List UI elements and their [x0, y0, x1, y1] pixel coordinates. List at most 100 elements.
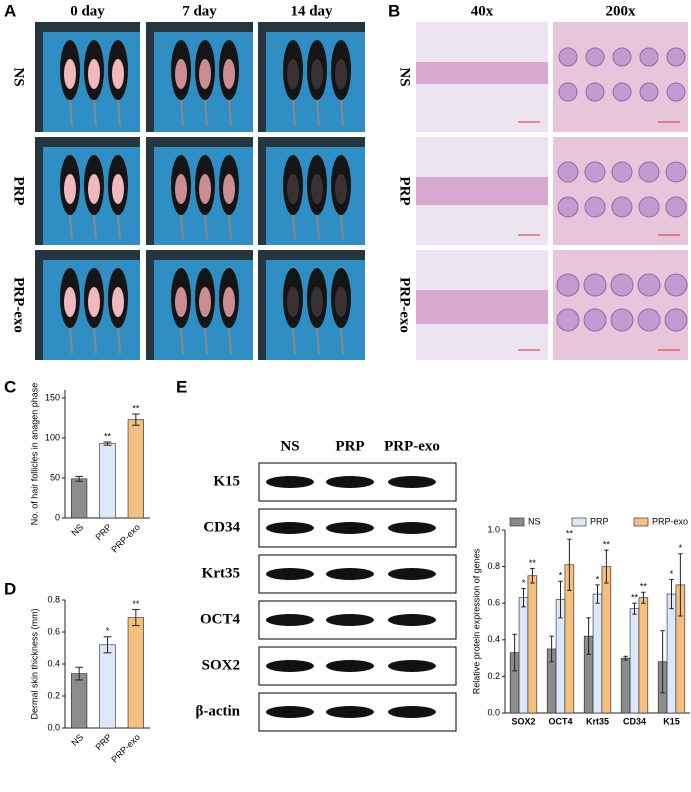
y-tick-label: 0.0: [47, 722, 60, 732]
row-label: NS: [11, 67, 27, 86]
significance: *: [559, 571, 563, 581]
significance: **: [631, 593, 639, 603]
micrograph: [553, 250, 688, 360]
mouse-skin: [112, 59, 124, 89]
row-label: PRP-exo: [11, 277, 27, 333]
mouse-skin: [64, 287, 76, 317]
mouse-tail: [292, 327, 296, 355]
column-header: 200x: [606, 3, 637, 19]
mouse-tail: [316, 214, 320, 240]
mouse-tail: [316, 327, 320, 355]
bar: [629, 608, 640, 714]
mouse-tail: [340, 214, 344, 240]
significance: *: [522, 578, 526, 588]
mouse-tail: [117, 214, 121, 240]
y-tick-label: 0.0: [487, 707, 500, 717]
follicle: [664, 308, 688, 332]
band: [388, 476, 436, 488]
band: [266, 522, 314, 534]
band: [388, 614, 436, 626]
follicle: [637, 273, 661, 297]
panel-label: E: [176, 377, 187, 396]
panel-label: B: [388, 1, 400, 20]
mouse-skin: [199, 174, 211, 204]
follicle: [612, 82, 632, 102]
band: [388, 522, 436, 534]
ruler: [146, 137, 253, 147]
x-tick-label: Krt35: [586, 716, 609, 726]
mouse-tail: [69, 327, 73, 355]
y-tick-label: 0.6: [487, 598, 500, 608]
mouse-skin: [335, 287, 347, 317]
y-tick-label: 1.0: [487, 524, 500, 534]
row-label: NS: [397, 67, 413, 86]
band: [266, 660, 314, 672]
ruler: [35, 137, 140, 147]
mouse-skin: [311, 174, 323, 204]
bar: [71, 478, 88, 519]
follicle: [638, 161, 660, 183]
significance: *: [596, 574, 600, 584]
mouse-skin: [199, 287, 211, 317]
mouse-tail: [204, 214, 208, 240]
bar: [99, 644, 116, 729]
row-label: PRP: [397, 176, 413, 205]
x-tick-label: NS: [69, 732, 85, 748]
significance: **: [132, 403, 140, 413]
y-tick-label: 0.4: [487, 634, 500, 644]
band: [326, 706, 374, 718]
mouse-tail: [180, 214, 184, 240]
band: [266, 476, 314, 488]
mouse-tail: [69, 99, 73, 127]
mouse-skin: [64, 174, 76, 204]
follicle: [666, 82, 686, 102]
y-tick-label: 0.8: [487, 561, 500, 571]
blot-row: β-actin: [195, 703, 240, 719]
ruler: [258, 137, 266, 245]
follicle: [610, 308, 634, 332]
mouse-tail: [340, 99, 344, 127]
follicle: [584, 161, 606, 183]
follicle: [610, 273, 634, 297]
mouse-skin: [223, 287, 235, 317]
follicle: [637, 308, 661, 332]
mouse-skin: [175, 174, 187, 204]
mouse-skin: [88, 174, 100, 204]
y-axis-label: Relative protein expression of genes: [471, 548, 481, 694]
column-header: 7 day: [182, 3, 217, 19]
follicle: [665, 161, 687, 183]
bar: [620, 657, 631, 714]
mouse-tail: [93, 327, 97, 355]
panel-label: A: [4, 1, 16, 20]
significance: **: [640, 582, 648, 592]
legend-label: PRP-exo: [652, 516, 688, 526]
x-tick-label: K15: [663, 716, 680, 726]
x-tick-label: SOX2: [511, 716, 535, 726]
ruler: [146, 22, 253, 32]
ruler: [146, 250, 154, 360]
ruler: [258, 22, 266, 132]
bar: [527, 575, 538, 714]
ruler: [146, 22, 154, 132]
follicle: [612, 47, 632, 67]
mouse-tail: [69, 214, 73, 240]
follicle: [557, 161, 579, 183]
blot-row: SOX2: [202, 657, 240, 673]
bar: [601, 566, 612, 714]
mouse-skin: [88, 287, 100, 317]
mouse-tail: [340, 327, 344, 355]
mouse-skin: [175, 59, 187, 89]
row-label: PRP: [11, 176, 27, 205]
bar: [127, 617, 144, 729]
mouse-skin: [223, 174, 235, 204]
significance: **: [104, 431, 112, 441]
mouse-tail: [228, 214, 232, 240]
micrograph: [553, 137, 688, 245]
mouse-skin: [112, 174, 124, 204]
significance: **: [132, 599, 140, 609]
mouse-tail: [180, 99, 184, 127]
ruler: [258, 250, 266, 360]
mouse-tail: [316, 99, 320, 127]
band: [326, 660, 374, 672]
